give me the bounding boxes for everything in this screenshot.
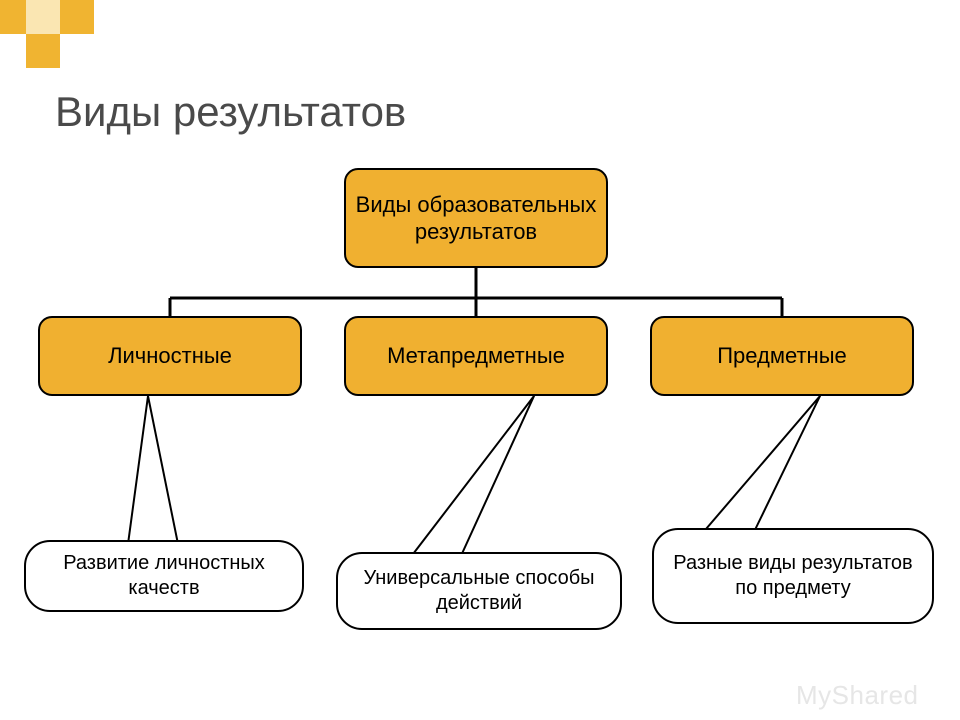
callout-label: Развитие личностных качеств [36,551,292,601]
deco-square [26,0,60,34]
callout-label: Разные виды результатов по предмету [664,551,922,601]
child-node-0: Личностные [38,316,302,396]
callout-2: Разные виды результатов по предмету [652,528,934,624]
deco-square [0,0,26,34]
deco-square [60,0,94,34]
child-node-label: Предметные [717,342,847,370]
callout-1: Универсальные способы действий [336,552,622,630]
callout-label: Универсальные способы действий [348,566,610,616]
watermark: MyShared [796,680,919,711]
root-node: Виды образовательных результатов [344,168,608,268]
root-node-label: Виды образовательных результатов [354,191,598,246]
slide-title: Виды результатов [55,88,406,136]
deco-square [26,34,60,68]
child-node-2: Предметные [650,316,914,396]
callout-0: Развитие личностных качеств [24,540,304,612]
child-node-label: Метапредметные [387,342,565,370]
child-node-1: Метапредметные [344,316,608,396]
child-node-label: Личностные [108,342,232,370]
